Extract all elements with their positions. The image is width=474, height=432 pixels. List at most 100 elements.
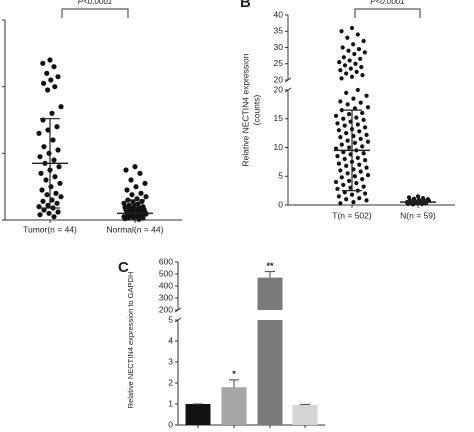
data-point	[358, 169, 363, 174]
data-point	[346, 178, 352, 183]
significance-mark: *	[232, 369, 236, 379]
data-point	[37, 212, 43, 218]
data-point	[359, 64, 364, 70]
data-point	[40, 198, 46, 204]
data-point	[361, 117, 366, 122]
data-point	[135, 201, 141, 207]
data-point	[56, 164, 62, 170]
data-point	[364, 198, 369, 203]
y-axis-label: (counts)	[251, 94, 261, 125]
data-point	[58, 104, 64, 110]
bar	[257, 277, 283, 425]
data-point	[41, 80, 47, 86]
x-tick-label: Normal(n = 44)	[107, 224, 164, 234]
data-point	[52, 84, 58, 90]
data-point	[362, 158, 368, 163]
data-point	[44, 192, 50, 198]
data-point	[352, 140, 358, 145]
data-point	[335, 121, 340, 126]
data-point	[361, 151, 366, 156]
data-point	[138, 190, 144, 196]
data-point	[342, 123, 347, 128]
data-point	[354, 115, 359, 120]
data-point	[143, 194, 149, 200]
y-tick-label: 1	[168, 398, 173, 408]
data-point	[338, 201, 343, 206]
data-point	[344, 163, 349, 168]
data-point	[364, 165, 369, 170]
data-point	[41, 207, 47, 213]
data-point	[336, 194, 342, 199]
data-point	[342, 156, 347, 162]
data-point	[348, 66, 353, 71]
data-point	[341, 55, 346, 60]
y-tick-label: 20	[274, 84, 284, 94]
panel-label: C	[118, 259, 129, 276]
y-tick-label: 400	[159, 280, 173, 290]
data-point	[351, 96, 356, 101]
data-point	[357, 129, 362, 134]
bar	[292, 405, 318, 425]
data-point	[51, 214, 57, 220]
data-point	[48, 77, 54, 83]
data-point	[49, 110, 55, 116]
data-point	[339, 175, 344, 180]
data-point	[137, 170, 143, 176]
y-tick-label: 15	[274, 113, 284, 123]
data-point	[333, 179, 339, 185]
data-point	[361, 38, 366, 44]
x-tick-label: N(n = 59)	[400, 210, 436, 220]
y-tick-label: 35	[274, 26, 284, 36]
significance-bracket	[354, 8, 421, 18]
data-point	[347, 58, 352, 63]
y-axis-label: Relative NECTIN4 expression	[240, 53, 250, 166]
data-point	[360, 144, 365, 149]
data-point	[43, 177, 49, 183]
data-point	[344, 197, 349, 202]
data-point	[121, 200, 127, 206]
data-point	[345, 138, 350, 143]
x-tick-label: T(n = 502)	[332, 210, 372, 220]
data-point	[37, 154, 43, 160]
data-point	[351, 42, 356, 47]
y-tick-label: 0	[168, 419, 173, 429]
data-point	[333, 113, 339, 118]
data-point	[355, 122, 360, 127]
y-tick-label: 30	[274, 42, 284, 52]
data-point	[46, 210, 52, 216]
data-point	[51, 64, 57, 70]
data-point	[339, 76, 344, 81]
data-point	[365, 173, 371, 178]
data-point	[55, 209, 61, 215]
data-point	[355, 155, 360, 160]
data-point	[44, 70, 50, 76]
data-point	[357, 162, 362, 167]
data-point	[341, 116, 346, 121]
y-tick-label: 20	[274, 74, 284, 84]
data-point	[129, 192, 135, 198]
data-point	[49, 197, 55, 203]
data-point	[365, 105, 371, 110]
data-point	[338, 135, 343, 140]
data-point	[45, 87, 51, 93]
data-point	[364, 132, 369, 137]
data-point	[341, 182, 346, 187]
data-point	[133, 184, 139, 190]
data-point	[358, 100, 363, 105]
data-point	[346, 48, 351, 53]
data-point	[354, 69, 359, 74]
y-axis-label: Relative NECTIN4 expression to GAPDH	[126, 272, 135, 409]
data-point	[338, 68, 343, 73]
data-point	[55, 147, 61, 153]
data-point	[349, 74, 355, 79]
y-tick-label: 5	[278, 171, 283, 181]
data-point	[47, 57, 53, 63]
data-point	[55, 74, 61, 80]
data-point	[128, 177, 134, 183]
data-point	[357, 196, 362, 201]
data-point	[346, 112, 352, 117]
data-point	[50, 137, 56, 143]
data-point	[349, 192, 355, 197]
data-point	[140, 215, 146, 221]
